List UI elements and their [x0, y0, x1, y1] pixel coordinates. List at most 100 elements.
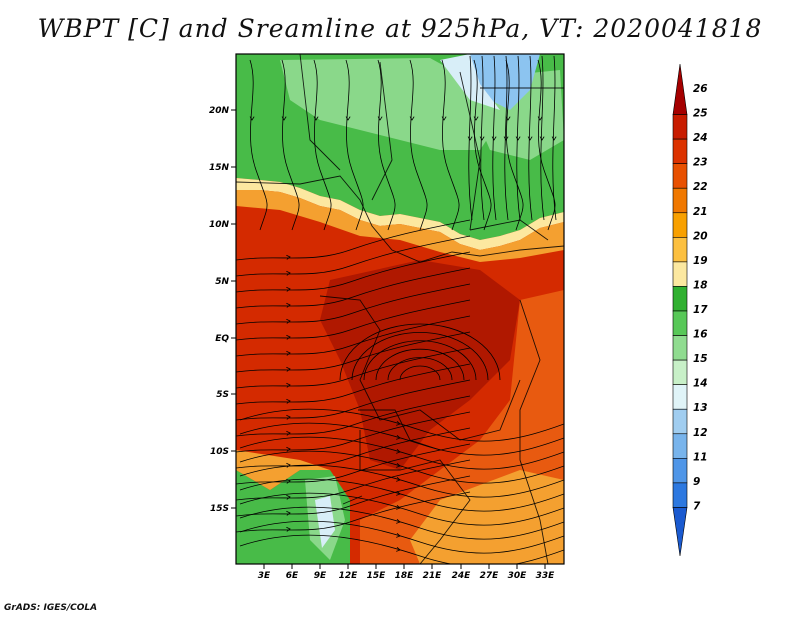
field-orange-band [236, 190, 564, 262]
colorbar-label: 14 [693, 378, 708, 390]
streamline-arrow [503, 136, 509, 141]
colorbar-swatch [672, 359, 688, 385]
streamline-arrow [515, 136, 521, 141]
streamline [236, 379, 471, 421]
field-orange-sw-edge [236, 450, 330, 490]
streamline [236, 251, 471, 293]
streamline-arrow [286, 462, 291, 468]
streamline [239, 436, 564, 470]
streamline-arrow [249, 116, 255, 121]
streamline-arrow [345, 116, 351, 121]
streamline [236, 219, 471, 261]
streamline-arrow [286, 350, 291, 356]
streamline [516, 55, 521, 221]
streamline [236, 315, 471, 357]
colorbar-label: 21 [693, 206, 708, 218]
colorbar-swatch [672, 458, 688, 484]
grads-credit: GrADS: IGES/COLA [4, 603, 98, 613]
colorbar-swatch [672, 163, 688, 189]
streamline-arrow [286, 254, 291, 260]
streamline [313, 59, 332, 231]
streamline-arrow [286, 414, 291, 420]
streamline-arrow [377, 116, 383, 121]
lon-tick-label: 24E [452, 571, 472, 581]
lon-tick-label: 15E [367, 571, 387, 581]
streamline-arrow [396, 491, 401, 496]
lon-tick-label: 12E [339, 571, 359, 581]
lat-tick-label: 5N [215, 277, 229, 287]
streamline [239, 464, 564, 498]
streamline-arrow [441, 116, 447, 121]
streamline [537, 59, 556, 231]
streamline-arrow [286, 398, 291, 404]
streamline-arrow [396, 435, 401, 440]
streamline-arrow [479, 136, 485, 141]
field-paleblue-ne [440, 54, 500, 110]
streamline-arrow [286, 526, 291, 532]
streamline-arrow [313, 116, 319, 121]
colorbar-swatch [672, 335, 688, 361]
streamline [281, 59, 300, 231]
streamline [377, 59, 396, 231]
streamline-arrow [539, 136, 545, 141]
lat-tick-label: 15N [209, 163, 230, 173]
streamline [552, 55, 557, 221]
lat-tick-label: 15S [210, 504, 229, 514]
streamline [351, 332, 489, 381]
field-lightorange-se [410, 470, 564, 564]
streamline [540, 55, 545, 221]
colorbar-label: 15 [693, 353, 708, 365]
colorbar-swatch [672, 212, 688, 238]
lat-tick-label: 10S [210, 447, 229, 457]
streamline [239, 422, 564, 456]
streamline [239, 534, 564, 564]
colorbar-swatch [672, 187, 688, 214]
streamline [409, 59, 428, 231]
streamline [239, 520, 564, 554]
lon-tick-label: 21E [423, 571, 443, 581]
streamline [236, 427, 471, 469]
colorbar-swatch [672, 63, 688, 115]
streamline [236, 235, 471, 277]
streamline [239, 450, 564, 484]
wbpt-field [236, 54, 564, 564]
streamline-arrow [396, 547, 401, 552]
lon-tick-label: 18E [395, 571, 415, 581]
colorbar-swatch [672, 384, 688, 410]
colorbar-label: 12 [693, 427, 708, 439]
field-yellow-band [236, 178, 564, 250]
streamline [399, 365, 441, 381]
colorbar-swatch [672, 433, 688, 459]
colorbar-swatch [672, 237, 688, 263]
lat-tick-label: 5S [216, 390, 229, 400]
streamline [375, 348, 465, 381]
streamline-arrow [396, 421, 401, 426]
colorbar-swatch [672, 261, 688, 287]
colorbar-label: 13 [693, 402, 708, 414]
streamline [239, 478, 564, 512]
streamline-arrow [286, 286, 291, 292]
colorbar-swatch [672, 310, 688, 336]
streamline [236, 475, 471, 517]
lon-axis: 3E 6E 9E 12E 15E 18E 21E 24E 27E 30E 33E [258, 564, 555, 581]
streamline [468, 55, 473, 221]
streamline-arrow [396, 533, 401, 538]
streamline [492, 55, 497, 221]
streamline [473, 59, 492, 231]
colorbar-label: 19 [693, 255, 708, 267]
streamline [239, 506, 564, 540]
colorbar: 26 25 24 23 22 21 20 19 18 17 16 15 14 13 12 11 9 7 [672, 63, 708, 557]
streamline [236, 459, 471, 501]
streamline [441, 59, 460, 231]
streamline [236, 299, 471, 341]
streamline-arrow [396, 463, 401, 468]
streamlines [236, 55, 564, 564]
streamline [345, 59, 364, 231]
streamline-arrow [505, 116, 511, 121]
lat-tick-label: 20N [209, 106, 230, 116]
lon-tick-label: 33E [536, 571, 556, 581]
streamline-arrow [286, 318, 291, 324]
streamline [528, 55, 533, 221]
colorbar-label: 23 [693, 157, 708, 169]
streamline-arrow [286, 494, 291, 500]
